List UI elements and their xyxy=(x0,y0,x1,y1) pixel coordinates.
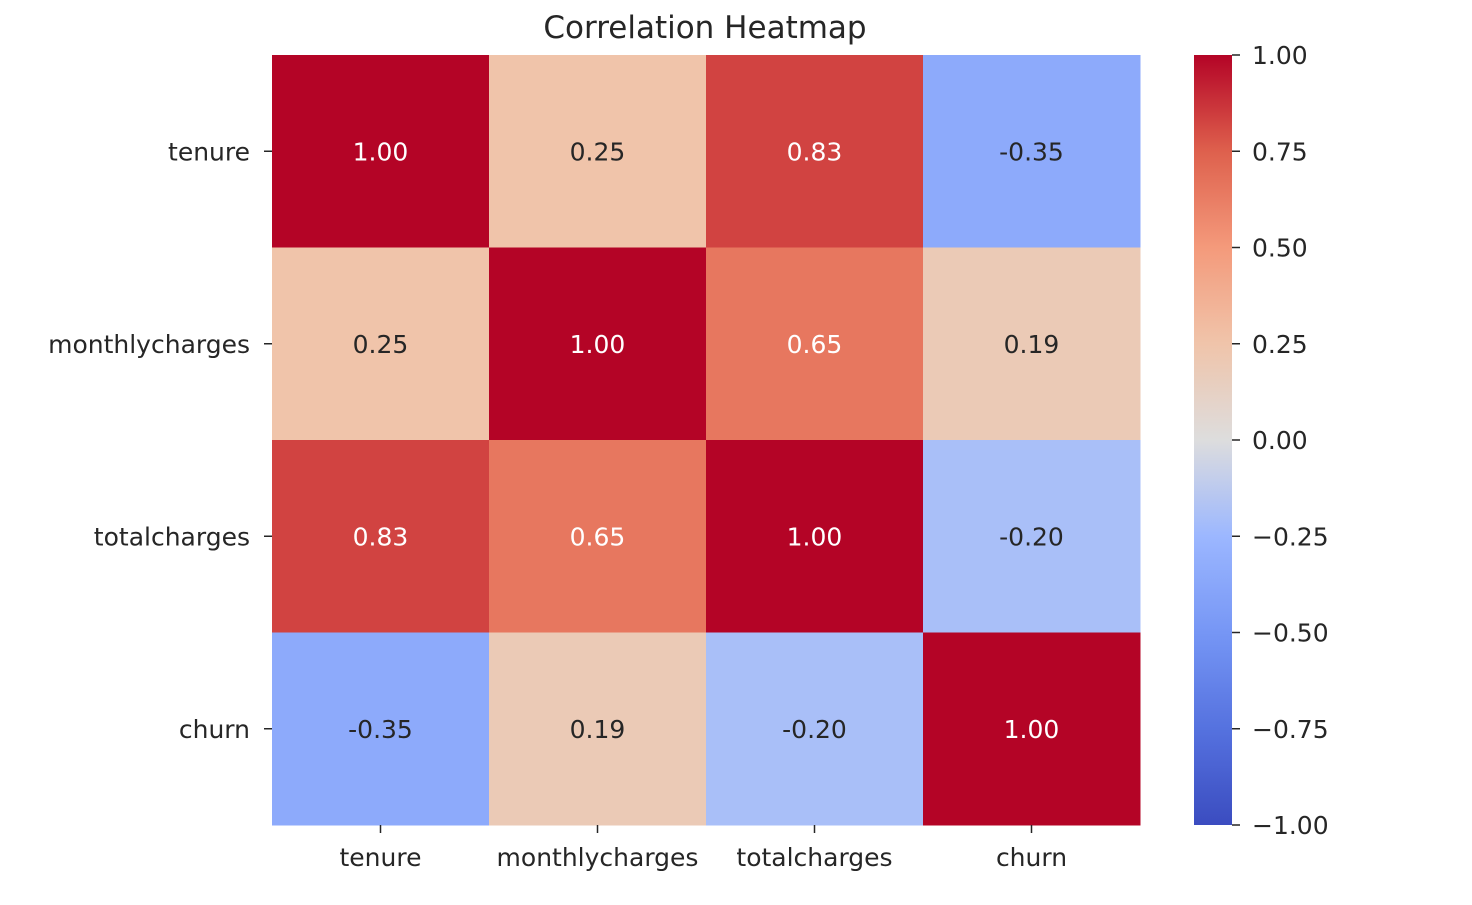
cell-annotation: 0.19 xyxy=(1004,330,1060,359)
colorbar-tick-label: 0.75 xyxy=(1252,137,1308,166)
colorbar-tick-label: 1.00 xyxy=(1252,41,1308,70)
x-tick-label: monthlycharges xyxy=(497,843,699,872)
cell-annotation: 1.00 xyxy=(787,522,843,551)
cell-annotation: 1.00 xyxy=(570,330,626,359)
cell-annotation: 0.83 xyxy=(787,137,843,166)
x-axis: tenure monthlycharges totalcharges churn xyxy=(340,825,1067,872)
heatmap-cell xyxy=(923,632,1141,826)
heatmap-cell xyxy=(489,55,707,248)
cell-annotation: 0.19 xyxy=(570,715,626,744)
colorbar-gradient xyxy=(1194,55,1232,825)
x-tick-label: tenure xyxy=(340,843,422,872)
cell-annotation: 0.65 xyxy=(570,522,626,551)
x-tick-label: totalcharges xyxy=(736,843,892,872)
heatmap-cell xyxy=(923,55,1141,248)
colorbar-tick-label: 0.00 xyxy=(1252,426,1308,455)
heatmap-cell xyxy=(489,440,707,633)
heatmap-cell xyxy=(706,632,924,826)
heatmap-cells xyxy=(272,55,1141,826)
cell-annotation: -0.20 xyxy=(782,715,847,744)
colorbar-tick-label: 0.25 xyxy=(1252,330,1308,359)
cell-annotation: 1.00 xyxy=(1004,715,1060,744)
colorbar-tick-label: −0.50 xyxy=(1252,619,1329,648)
heatmap-cell xyxy=(923,440,1141,633)
chart-title: Correlation Heatmap xyxy=(543,10,866,46)
colorbar-tick-label: −0.75 xyxy=(1252,715,1329,744)
heatmap-cell xyxy=(272,247,490,441)
heatmap-cell xyxy=(706,440,924,633)
y-tick-label: monthlycharges xyxy=(48,330,250,359)
y-tick-label: churn xyxy=(179,715,250,744)
cell-annotation: 1.00 xyxy=(353,137,409,166)
colorbar: 1.00 0.75 0.50 0.25 0.00 −0.25 −0.50 −0.75 −1.00 xyxy=(1194,41,1329,840)
cell-annotation: 0.25 xyxy=(353,330,409,359)
cell-annotation: -0.35 xyxy=(999,137,1064,166)
y-tick-label: totalcharges xyxy=(94,522,250,551)
y-axis: tenure monthlycharges totalcharges churn xyxy=(48,137,272,744)
heatmap-cell xyxy=(489,247,707,441)
heatmap-cell xyxy=(272,440,490,633)
cell-annotation: 0.83 xyxy=(353,522,409,551)
heatmap-annotations: 1.00 0.25 0.83 -0.35 0.25 1.00 0.65 0.19 0.83 0.6… xyxy=(348,137,1064,744)
heatmap-cell xyxy=(272,55,490,248)
heatmap-cell xyxy=(923,247,1141,441)
y-tick-label: tenure xyxy=(168,137,250,166)
cell-annotation: -0.35 xyxy=(348,715,413,744)
heatmap-cell xyxy=(272,632,490,826)
x-tick-label: churn xyxy=(996,843,1067,872)
colorbar-tick-label: −1.00 xyxy=(1252,811,1329,840)
heatmap-cell xyxy=(706,55,924,248)
heatmap-cell xyxy=(489,632,707,826)
cell-annotation: 0.65 xyxy=(787,330,843,359)
heatmap-cell xyxy=(706,247,924,441)
cell-annotation: 0.25 xyxy=(570,137,626,166)
colorbar-tick-label: 0.50 xyxy=(1252,234,1308,263)
colorbar-tick-label: −0.25 xyxy=(1252,522,1329,551)
cell-annotation: -0.20 xyxy=(999,522,1064,551)
